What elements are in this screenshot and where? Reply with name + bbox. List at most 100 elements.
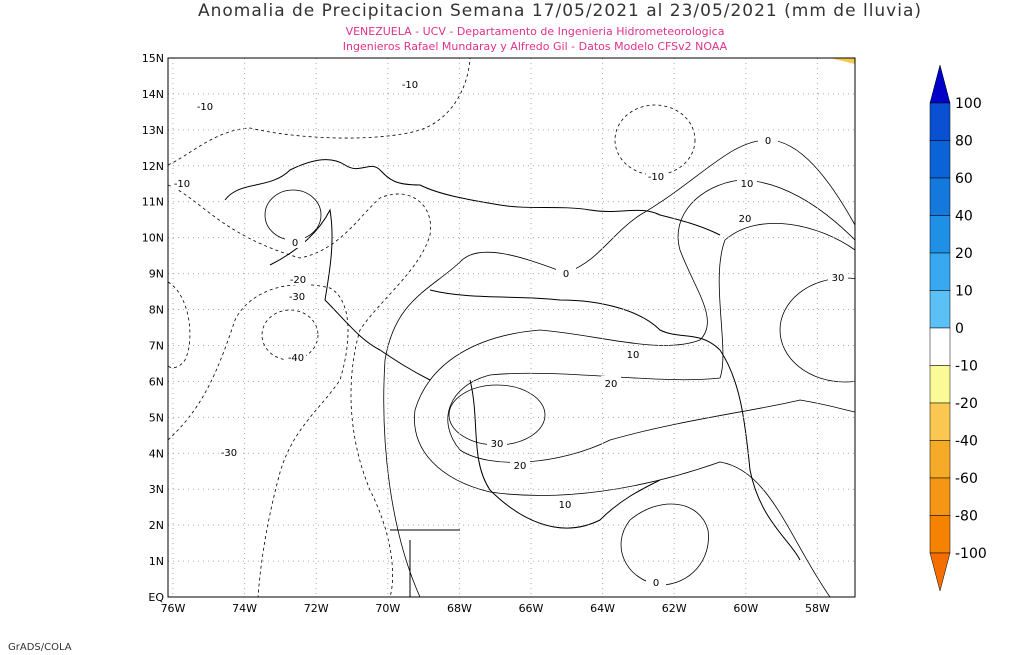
contour-label: -10	[174, 179, 190, 190]
contour-label-bg	[646, 575, 666, 588]
lon-label: 72W	[304, 602, 329, 615]
lat-label: 1N	[149, 555, 164, 568]
lat-label: 13N	[142, 124, 164, 137]
colorbar-box	[929, 177, 951, 216]
contour-label-bg	[828, 270, 848, 283]
contour-label: -40	[288, 353, 304, 364]
colorbar-label: 40	[955, 209, 973, 225]
contour-label: -10	[197, 102, 213, 113]
contour-label-bg	[487, 436, 507, 449]
lon-label: 66W	[519, 602, 544, 615]
colorbar-label: 100	[955, 96, 982, 112]
contour-label-bg	[400, 77, 420, 90]
lat-label: 10N	[142, 232, 164, 245]
contour-label: 20	[605, 379, 618, 390]
contour-label: -30	[289, 292, 305, 303]
map-fields	[168, 58, 855, 597]
map-frame	[167, 57, 856, 598]
colorbar-box	[929, 252, 951, 291]
lat-label: 8N	[149, 304, 164, 317]
colorbar-label: 80	[955, 134, 973, 150]
contour-label-bg	[758, 133, 778, 146]
contour-label: 30	[832, 273, 845, 284]
colorbar-label: -20	[955, 396, 978, 412]
contour-label-bg	[737, 176, 757, 189]
subtitle: Ingenieros Rafael Mundaray y Alfredo Gil…	[343, 40, 728, 53]
contour-label-bg	[172, 176, 192, 189]
lat-label: EQ	[148, 591, 164, 604]
lat-label: 15N	[142, 52, 164, 65]
contour-label: 0	[765, 136, 771, 147]
lat-label: 6N	[149, 375, 164, 388]
contour-label: 10	[627, 350, 640, 361]
colorbar-box	[929, 477, 951, 516]
colorbar-cap	[929, 64, 951, 104]
lat-label: 4N	[149, 447, 164, 460]
lat-label: 9N	[149, 268, 164, 281]
colorbar-label: -60	[955, 471, 978, 487]
lon-label: 68W	[447, 602, 472, 615]
contour-label: -20	[290, 275, 306, 286]
colorbar-box	[929, 140, 951, 179]
contour-label-bg	[286, 350, 306, 363]
lon-label: 70W	[375, 602, 400, 615]
contour-label-bg	[195, 99, 215, 112]
contour-label-bg	[287, 289, 307, 302]
lat-label: 11N	[142, 196, 164, 209]
lat-label: 12N	[142, 160, 164, 173]
lon-label: 62W	[662, 602, 687, 615]
lon-label: 60W	[733, 602, 758, 615]
contour-label-bg	[288, 272, 308, 285]
contour-label: 10	[741, 179, 754, 190]
colorbar-box	[929, 402, 951, 441]
contour-label-bg	[623, 347, 643, 360]
colorbar-box	[929, 290, 951, 329]
colorbar-label: 20	[955, 246, 973, 262]
colorbar-label: 0	[955, 321, 964, 337]
contour-label: 10	[559, 500, 572, 511]
colorbar-label: -100	[955, 546, 987, 562]
contour-label: -10	[648, 172, 664, 183]
colorbar-box	[929, 440, 951, 479]
colorbar-label: -10	[955, 359, 978, 375]
colorbar-box	[929, 365, 951, 404]
contour-label: 0	[653, 578, 659, 589]
contour-label: 0	[563, 269, 569, 280]
contour-label-bg	[556, 266, 576, 279]
contour-label: 20	[739, 214, 752, 225]
lon-label: 58W	[805, 602, 830, 615]
lon-label: 76W	[161, 602, 186, 615]
contour-label-bg	[555, 497, 575, 510]
lon-label: 64W	[590, 602, 615, 615]
colorbar-box	[929, 327, 951, 366]
contour-label: 20	[514, 461, 527, 472]
colorbar-box	[929, 102, 951, 141]
contour-label-bg	[601, 376, 621, 389]
contour-label-bg	[510, 458, 530, 471]
colorbar-label: -40	[955, 434, 978, 450]
contour-label-bg	[646, 169, 666, 182]
contour-label-bg	[219, 445, 239, 458]
colorbar-cap	[929, 552, 951, 592]
contour-label: -30	[221, 448, 237, 459]
title: Anomalia de Precipitacion Semana 17/05/2…	[198, 1, 922, 21]
contour-label: -10	[402, 80, 418, 91]
colorbar-label: 10	[955, 284, 973, 300]
lat-label: 5N	[149, 411, 164, 424]
colorbar-label: 60	[955, 171, 973, 187]
colorbar-box	[929, 215, 951, 254]
contour-label: 30	[491, 439, 504, 450]
footer: GrADS/COLA	[8, 642, 72, 653]
contour-label: 0	[292, 238, 298, 249]
colorbar-box	[929, 515, 951, 554]
lat-label: 3N	[149, 483, 164, 496]
contour-label-bg	[285, 235, 305, 248]
lat-label: 2N	[149, 519, 164, 532]
subtitle: VENEZUELA - UCV - Departamento de Ingeni…	[346, 25, 725, 38]
lat-label: 14N	[142, 88, 164, 101]
lon-label: 74W	[232, 602, 257, 615]
lat-label: 7N	[149, 339, 164, 352]
contour-label-bg	[735, 211, 755, 224]
